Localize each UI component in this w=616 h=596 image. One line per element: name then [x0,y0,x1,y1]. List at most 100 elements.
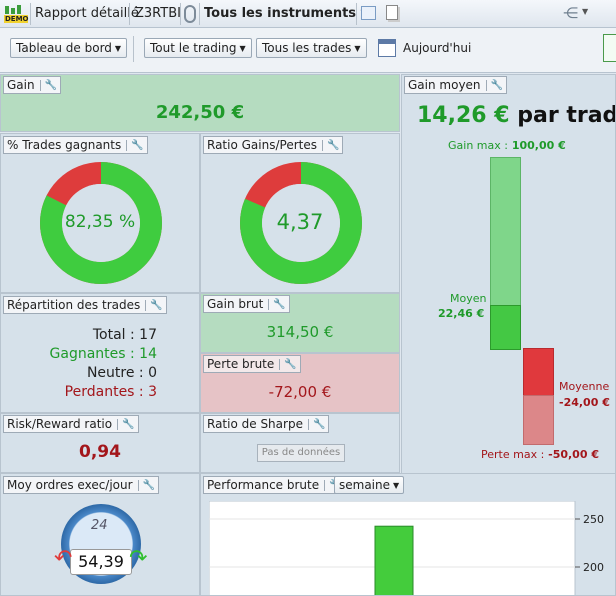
perte-moyenne-bar [523,348,554,396]
gagnantes-count: Gagnantes : 14 [49,346,157,362]
period-label: semaine [339,478,390,492]
ratio-title: Ratio Gains/Pertes 🔧 [203,136,344,154]
perte-max-label: Perte max : -50,00 € [481,448,599,461]
share-icon[interactable]: ⋲ [563,4,578,22]
gain-brut-value: 314,50 € [266,323,334,341]
moy-ordres-value: 54,39 [70,549,132,575]
performance-panel: Performance brute🔧 semaine▼ 250 200 [200,473,616,596]
dashboard-label: Tableau de bord [16,41,112,55]
wrench-icon[interactable]: 🔧 [137,479,155,491]
win-pct-panel: % Trades gagnants 🔧 82,35 % [0,133,200,293]
wrench-icon[interactable]: 🔧 [117,418,135,430]
risk-value: 0,94 [79,442,121,462]
y-tick-label: 200 [583,561,604,574]
sharpe-no-data: Pas de données [257,444,345,462]
total-count: Total : 17 [92,327,157,343]
y-tick-label: 250 [583,513,604,526]
perte-brute-panel: Perte brute 🔧 -72,00 € [200,353,400,413]
gain-moyen-value: 14,26 € [417,103,510,128]
gain-moyen-bar [490,305,521,350]
instruments-dropdown[interactable]: Tous les instruments ▼ [204,6,367,21]
period-dropdown[interactable]: semaine ▼ [334,476,405,494]
sharpe-panel: Ratio de Sharpe 🔧 Pas de données [200,413,400,473]
toolbar: Tableau de bord ▼ Tout le trading ▼ Tous l… [0,28,616,73]
performance-bar[interactable] [374,525,414,596]
chart-icon[interactable] [361,6,376,20]
risk-title: Risk/Reward ratio 🔧 [3,415,139,433]
perte-max-text: Perte max : [481,448,545,461]
neutre-count: Neutre : 0 [86,365,157,381]
ratio-value: 4,37 [276,210,324,234]
gain-moyen-suffix: par trad [517,103,616,128]
performance-title-label: Performance brute [207,478,320,492]
top-bar: DEMO Rapport détaillé Z3RTBI Tous les in… [0,0,616,28]
demo-logo: DEMO [4,4,29,24]
copy-icon[interactable] [386,5,398,20]
report-title[interactable]: Rapport détaillé [35,6,139,21]
gain-panel: Gain 🔧 242,50 € [0,74,400,132]
gain-max-value: 100,00 € [511,139,566,152]
moy-ordres-title: Moy ordres exec/jour 🔧 [3,476,160,494]
performance-chart: 250 200 [209,501,604,596]
link-icon[interactable] [184,5,196,23]
date-button[interactable]: Aujourd'hui [403,41,472,55]
moyen-value: 22,46 € [438,307,485,320]
ratio-title-label: Ratio Gains/Pertes [207,138,317,152]
ratio-panel: Ratio Gains/Pertes 🔧 4,37 [200,133,400,293]
risk-title-label: Risk/Reward ratio [7,417,113,431]
wrench-icon[interactable]: 🔧 [485,79,503,91]
chevron-down-icon[interactable]: ▼ [582,7,589,16]
perdantes-count: Perdantes : 3 [64,384,157,400]
chevron-down-icon: ▼ [393,481,400,490]
sharpe-title: Ratio de Sharpe 🔧 [203,415,330,433]
gain-value: 242,50 € [155,102,245,123]
moy-ordres-panel: Moy ordres exec/jour 🔧 24 54,39 ↶ ↷ [0,473,200,596]
gain-moyen-title: Gain moyen 🔧 [404,76,507,94]
instruments-label: Tous les instruments [204,6,357,21]
gain-brut-title: Gain brut 🔧 [203,295,290,313]
gain-moyen-headline: 14,26 € par trad [417,103,616,128]
wrench-icon[interactable]: 🔧 [145,299,163,311]
moy-ordres-title-label: Moy ordres exec/jour [7,478,133,492]
wrench-icon[interactable]: 🔧 [307,418,325,430]
account-label[interactable]: Z3RTBI [135,6,181,21]
chevron-down-icon: ▼ [114,44,122,53]
perte-max-value: -50,00 € [548,448,599,461]
performance-icon[interactable] [603,34,616,62]
wrench-icon[interactable]: 🔧 [321,139,339,151]
wrench-icon[interactable]: 🔧 [126,139,144,151]
gain-max-text: Gain max : [448,139,508,152]
repartition-title-label: Répartition des trades [7,298,141,312]
moyenne-value: -24,00 € [559,396,610,409]
repartition-title: Répartition des trades 🔧 [3,296,167,314]
perte-brute-title-label: Perte brute [207,357,275,371]
wrench-icon[interactable]: 🔧 [268,298,286,310]
risk-panel: Risk/Reward ratio 🔧 0,94 [0,413,200,473]
dashboard-dropdown[interactable]: Tableau de bord ▼ [10,38,128,58]
gain-brut-panel: Gain brut 🔧 314,50 € [200,293,400,353]
trading-label: Tout le trading [150,41,237,55]
wrench-icon[interactable]: 🔧 [39,79,57,91]
trades-dropdown[interactable]: Tous les trades ▼ [256,38,367,58]
calendar-icon[interactable] [378,39,396,57]
win-pct-title: % Trades gagnants 🔧 [3,136,148,154]
perte-brute-value: -72,00 € [268,383,332,401]
chevron-down-icon: ▼ [239,44,246,53]
perte-brute-title: Perte brute 🔧 [203,355,301,373]
ratio-arc [240,162,362,284]
gain-title: Gain 🔧 [3,76,62,94]
clock-number: 24 [91,518,108,533]
wrench-icon[interactable]: 🔧 [279,358,297,370]
repartition-list: Total : 17 Gagnantes : 14 Neutre : 0 Per… [1,326,157,402]
win-pct-donut [40,162,162,284]
gain-brut-title-label: Gain brut [207,297,264,311]
demo-badge: DEMO [5,15,29,23]
red-arrow-icon: ↶ [54,546,73,571]
trading-dropdown[interactable]: Tout le trading ▼ [144,38,252,58]
win-pct-value: 82,35 % [64,212,136,232]
gain-moyen-title-label: Gain moyen [408,78,481,92]
gain-title-label: Gain [7,78,35,92]
performance-title: Performance brute🔧 [203,476,346,494]
perte-max-bar [523,395,554,445]
moyen-label: Moyen [450,292,487,305]
